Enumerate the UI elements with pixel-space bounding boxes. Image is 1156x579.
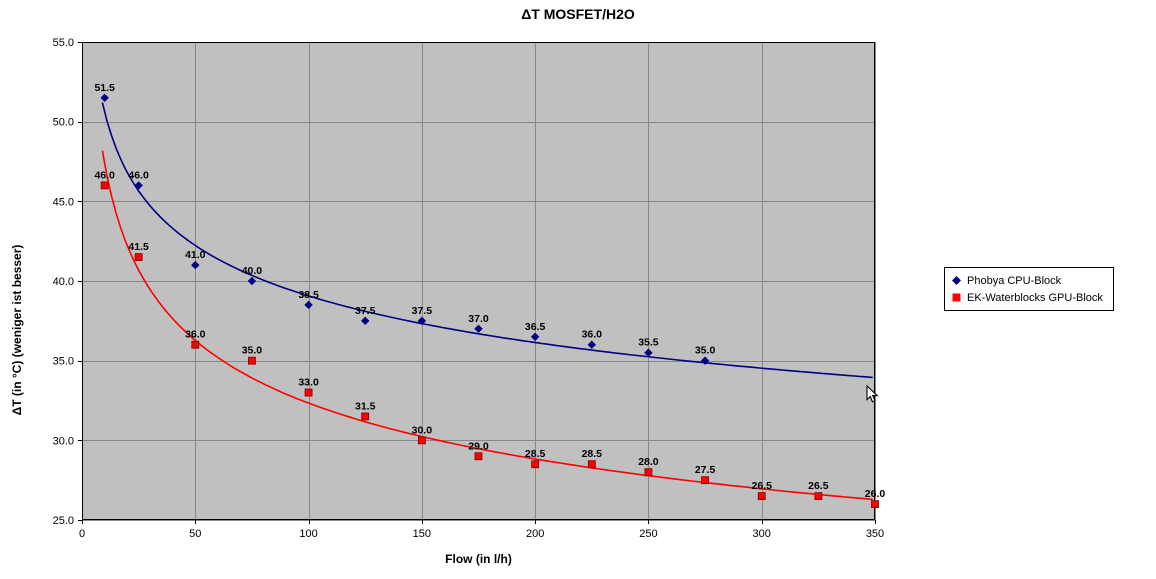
data-point <box>361 316 370 326</box>
x-axis-tick-labels: 0 50 100 150 200 250 300 350 <box>79 528 884 540</box>
svg-text:200: 200 <box>526 528 544 540</box>
data-point <box>191 340 200 349</box>
data-point <box>247 276 257 286</box>
data-point <box>361 412 370 421</box>
legend-item-ek-waterblocks-gpu-block[interactable]: EK-Waterblocks GPU-Block <box>952 289 1103 306</box>
data-label: 41.0 <box>185 249 206 261</box>
svg-text:300: 300 <box>753 528 771 540</box>
legend[interactable]: Phobya CPU-Block EK-Waterblocks GPU-Bloc… <box>944 267 1114 311</box>
data-point <box>644 468 653 477</box>
data-label: 31.5 <box>355 400 376 412</box>
svg-text:25.0: 25.0 <box>53 515 74 527</box>
data-label: 37.5 <box>412 305 433 317</box>
data-label: 33.0 <box>298 377 319 389</box>
chart-title: ΔT MOSFET/H2O <box>521 6 635 22</box>
data-label: 26.5 <box>808 480 829 492</box>
svg-text:35.0: 35.0 <box>53 356 74 368</box>
svg-text:40.0: 40.0 <box>53 276 74 288</box>
mouse-cursor-icon <box>866 385 879 403</box>
data-label: 36.0 <box>185 329 206 341</box>
trendline <box>101 150 873 501</box>
data-point <box>587 340 596 349</box>
data-label: 35.0 <box>242 345 263 357</box>
data-point <box>191 260 200 270</box>
data-label: 28.0 <box>638 456 659 468</box>
data-label: 28.5 <box>582 448 603 460</box>
series-1: 46.0 41.5 36.0 35.0 33.0 31.5 30.0 29.0 28.5 28.5… <box>94 150 886 508</box>
data-label: 36.5 <box>525 321 546 333</box>
data-point <box>100 93 109 102</box>
data-label: 51.5 <box>94 82 115 94</box>
svg-text:50: 50 <box>189 528 201 540</box>
data-point <box>644 348 653 357</box>
data-point <box>700 356 710 365</box>
plot-border <box>82 42 875 520</box>
data-point <box>757 492 766 501</box>
data-point <box>871 500 879 508</box>
diamond-marker-icon <box>952 276 961 285</box>
data-label: 37.0 <box>468 313 489 325</box>
data-label: 35.0 <box>695 345 716 357</box>
data-point <box>417 436 426 445</box>
data-label: 30.0 <box>412 424 433 436</box>
data-label: 35.5 <box>638 337 659 349</box>
data-point <box>248 356 256 365</box>
data-label: 46.0 <box>128 169 149 181</box>
data-label: 41.5 <box>128 241 149 253</box>
y-axis-tick-labels: 25.0 30.0 35.0 40.0 45.0 50.0 55.0 <box>53 37 74 527</box>
square-marker-icon <box>952 293 961 302</box>
legend-item-phobya-cpu-block[interactable]: Phobya CPU-Block <box>952 272 1103 289</box>
svg-text:0: 0 <box>79 528 85 540</box>
data-label: 26.5 <box>751 480 772 492</box>
data-point <box>530 332 540 341</box>
data-point <box>474 452 483 461</box>
data-point <box>587 460 596 469</box>
series-0: 51.5 46.0 41.0 40.0 38.5 37.5 37.5 37.0 36.5 36.0… <box>94 82 873 379</box>
data-point <box>100 181 109 190</box>
data-label: 36.0 <box>582 329 603 341</box>
svg-text:150: 150 <box>413 528 431 540</box>
trendline <box>101 102 873 379</box>
axis-ticks <box>78 42 876 524</box>
svg-text:100: 100 <box>299 528 317 540</box>
svg-text:50.0: 50.0 <box>53 117 74 129</box>
data-point <box>304 300 313 310</box>
svg-text:250: 250 <box>639 528 657 540</box>
data-point <box>814 492 823 501</box>
data-point <box>474 324 483 333</box>
data-point <box>134 253 143 262</box>
data-point <box>304 388 313 397</box>
svg-text:55.0: 55.0 <box>53 37 74 49</box>
data-label: 28.5 <box>525 448 546 460</box>
svg-text:30.0: 30.0 <box>53 435 74 447</box>
data-label: 27.5 <box>695 464 716 476</box>
legend-label: Phobya CPU-Block <box>967 274 1062 287</box>
data-point <box>701 476 709 485</box>
x-axis-title: Flow (in l/h) <box>445 552 512 566</box>
data-label: 46.0 <box>94 169 115 181</box>
svg-text:45.0: 45.0 <box>53 196 74 208</box>
data-point <box>531 460 540 469</box>
data-label: 38.5 <box>298 289 319 301</box>
data-label: 40.0 <box>242 265 263 277</box>
data-label: 29.0 <box>468 440 489 452</box>
data-label: 26.0 <box>865 488 886 500</box>
legend-label: EK-Waterblocks GPU-Block <box>967 291 1103 304</box>
data-point <box>134 181 143 190</box>
svg-text:350: 350 <box>866 528 884 540</box>
data-point <box>417 316 427 326</box>
data-label: 37.5 <box>355 305 376 317</box>
